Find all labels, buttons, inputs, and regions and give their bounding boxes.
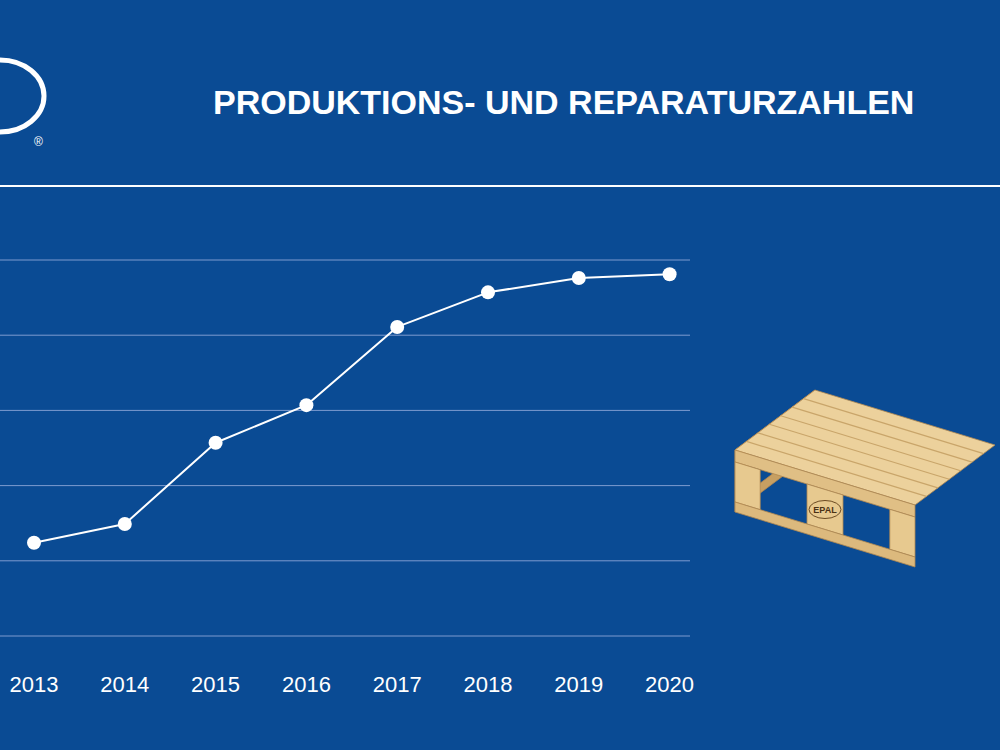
pallet-board-gap — [804, 399, 984, 454]
logo-ring — [0, 60, 44, 132]
grid-line — [0, 485, 690, 486]
data-point — [299, 398, 313, 412]
logo-mark: ® — [34, 135, 43, 149]
grid-line — [0, 636, 690, 637]
pallet-board-gap — [781, 416, 961, 471]
data-point — [572, 271, 586, 285]
data-line — [34, 274, 670, 542]
grid-line — [0, 335, 690, 336]
data-point — [27, 536, 41, 550]
grid-line — [0, 260, 690, 261]
x-tick-label: 2018 — [464, 672, 513, 697]
data-point — [209, 436, 223, 450]
pallet-front-deck — [735, 450, 915, 517]
grid-line — [0, 410, 690, 411]
x-tick-label: 2019 — [554, 672, 603, 697]
data-group — [27, 267, 677, 549]
data-point — [390, 320, 404, 334]
x-tick-label: 2016 — [282, 672, 331, 697]
title-rule — [0, 185, 1000, 187]
x-tick-label: 2014 — [100, 672, 149, 697]
x-tick-label: 2015 — [191, 672, 240, 697]
pallet-illustration: EPAL — [735, 390, 995, 567]
pallet-top — [735, 390, 995, 505]
pallet-board-gap — [792, 407, 972, 462]
background — [0, 0, 1000, 750]
chart-canvas: ® PRODUKTIONS- UND REPARATURZAHLEN 2013 201… — [0, 0, 1000, 750]
pallet-label: EPAL — [813, 505, 837, 515]
x-tick-label: 2020 — [645, 672, 694, 697]
pallet-board-gap — [758, 433, 938, 488]
data-point — [118, 517, 132, 531]
x-tick-label: 2013 — [10, 672, 59, 697]
pallet-brand-ring — [809, 501, 841, 519]
pallet-front-block — [735, 462, 760, 510]
data-point — [663, 267, 677, 281]
pallet-front-block — [890, 509, 915, 557]
data-point — [481, 285, 495, 299]
x-tick-label: 2017 — [373, 672, 422, 697]
grid-line — [0, 560, 690, 561]
pallet-front-bottom — [735, 502, 915, 567]
chart-title: PRODUKTIONS- UND REPARATURZAHLEN — [213, 83, 914, 121]
